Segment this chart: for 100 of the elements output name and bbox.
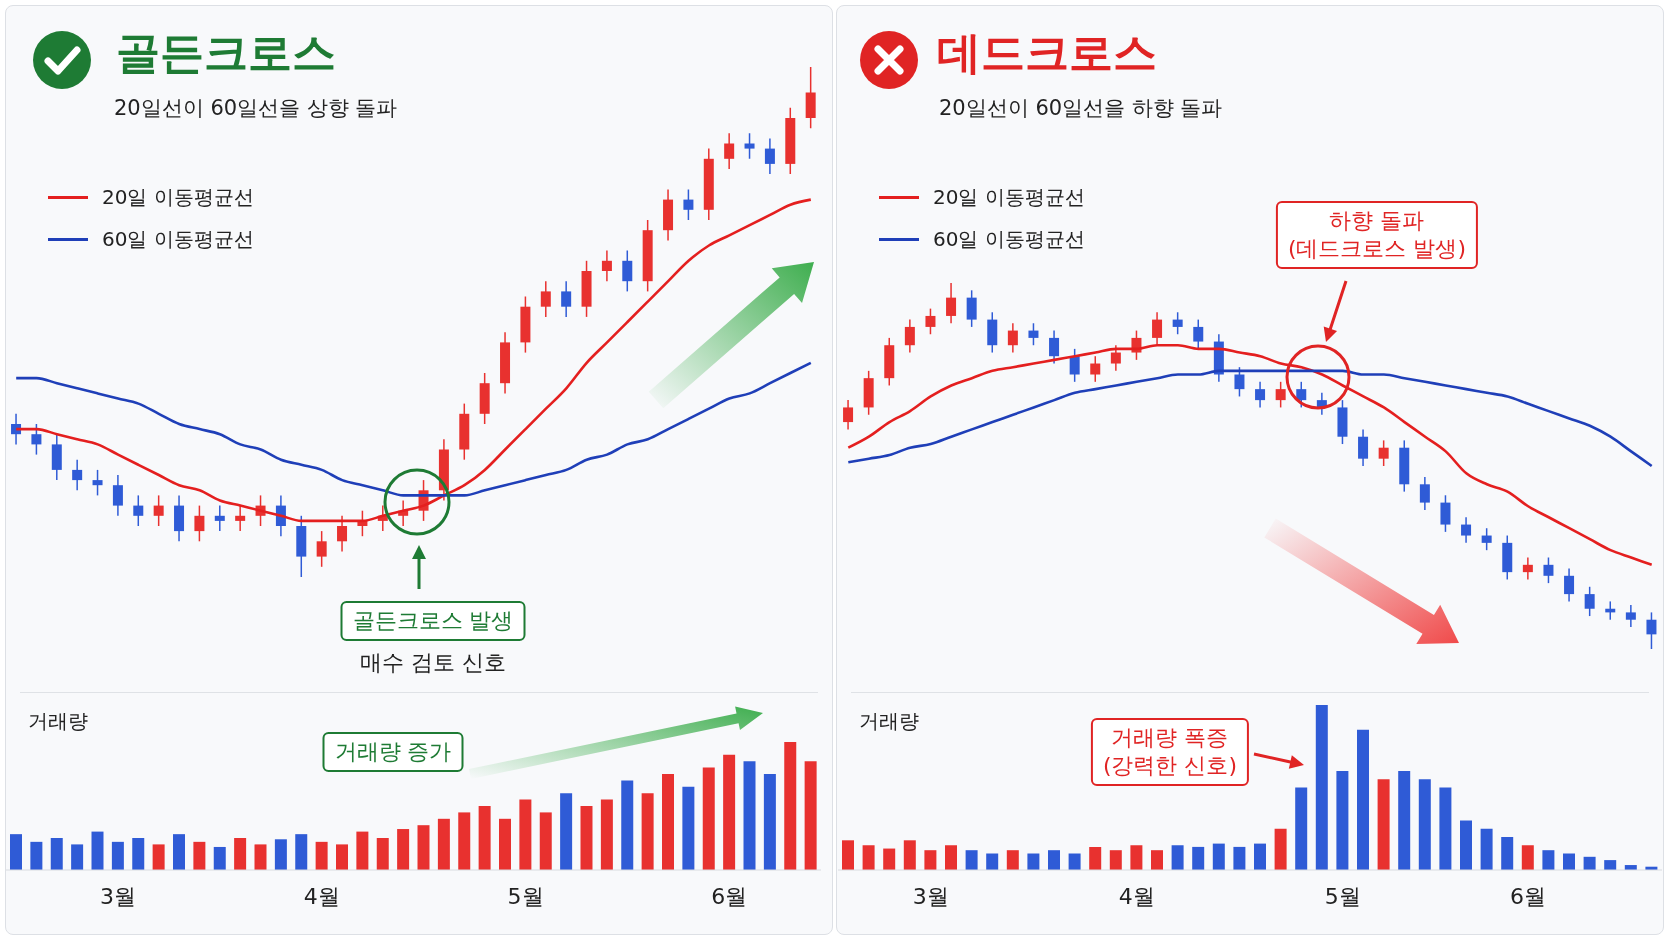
text: 하향 돌파 (데드크로스 발생): [1287, 207, 1467, 263]
bar: [1398, 771, 1411, 870]
legend-label: 60일 이동평균선: [932, 225, 1085, 253]
candlestick: [1028, 322, 1039, 346]
candlestick: [843, 399, 854, 431]
bar: [965, 850, 978, 870]
candlestick: [1419, 476, 1430, 511]
bar: [842, 840, 854, 870]
bar: [1171, 845, 1184, 870]
bar: [986, 853, 999, 870]
chart-title: 데드크로스: [937, 26, 1157, 80]
bar: [91, 831, 104, 870]
bar: [356, 831, 369, 870]
bar: [621, 780, 634, 870]
bar: [1336, 771, 1349, 870]
candlestick: [1481, 527, 1492, 551]
candlestick: [214, 504, 225, 532]
candlestick: [1358, 428, 1369, 467]
x-tick-label: 3월: [100, 883, 137, 909]
candlestick: [153, 494, 164, 527]
candlestick: [1564, 567, 1575, 603]
legend-label: 20일 이동평균선: [932, 183, 1085, 211]
bar: [1480, 828, 1493, 870]
bar: [723, 754, 736, 870]
bar: [945, 845, 957, 870]
bar: [397, 829, 410, 870]
bar: [1089, 846, 1102, 870]
bar: [1439, 787, 1452, 870]
bar: [682, 786, 695, 870]
bar: [560, 793, 573, 870]
annotation: 거래량 폭증 (강력한 신호): [1102, 724, 1238, 780]
bar: [10, 834, 22, 870]
bar: [641, 793, 654, 870]
y-axis-title: 거래량: [28, 708, 88, 735]
bar: [1233, 846, 1246, 870]
bar: [254, 844, 267, 870]
bar: [111, 841, 124, 870]
bar: [1192, 846, 1205, 870]
bar: [1068, 853, 1081, 870]
candlestick: [622, 249, 633, 293]
bar: [924, 850, 937, 870]
bar: [295, 834, 308, 870]
bar: [213, 846, 226, 870]
x-tick-label: 3월: [912, 883, 949, 909]
candlestick: [724, 132, 735, 170]
bar: [152, 844, 165, 870]
text: 20일선이 60일선을 상향 돌파: [114, 95, 398, 122]
bar: [1027, 853, 1040, 870]
candlestick: [540, 280, 551, 318]
candlestick: [1275, 381, 1286, 409]
x-tick-label: 4월: [303, 883, 340, 909]
bar: [1501, 837, 1514, 870]
candlestick: [112, 474, 123, 517]
legend-label: 60일 이동평균선: [101, 225, 254, 253]
legend-label: 20일 이동평균선: [101, 183, 254, 211]
bar: [193, 841, 206, 870]
bar: [580, 806, 593, 870]
candlestick: [1646, 611, 1657, 649]
bar: [600, 799, 613, 870]
candlestick: [1152, 311, 1163, 346]
x-tick-label: 5월: [507, 883, 544, 909]
candlestick: [1193, 318, 1204, 350]
bar: [784, 742, 797, 870]
text: 골든크로스 발생: [352, 607, 514, 635]
bar: [804, 761, 817, 870]
bar: [1109, 850, 1122, 870]
bar: [903, 840, 916, 870]
bar: [1048, 850, 1060, 870]
candlestick: [1172, 311, 1183, 335]
candlestick: [1007, 322, 1018, 354]
bar: [1418, 779, 1431, 870]
chart-subtitle: 20일선이 60일선을 하향 돌파: [939, 95, 1223, 122]
bar: [173, 834, 185, 870]
bar: [50, 838, 63, 870]
bar: [883, 848, 896, 870]
candlestick: [133, 494, 144, 527]
candlestick: [1522, 556, 1533, 581]
candlestick: [601, 249, 612, 282]
bar: [1274, 828, 1287, 870]
candlestick: [1440, 494, 1451, 533]
bar: [1460, 820, 1472, 870]
bar: [1006, 850, 1019, 870]
candlestick: [683, 188, 694, 221]
bar: [1583, 856, 1596, 870]
candlestick: [1255, 381, 1266, 409]
bar: [539, 812, 552, 870]
candlestick: [194, 504, 205, 543]
bar: [1542, 850, 1555, 870]
bar: [1295, 787, 1308, 870]
candlestick: [72, 458, 83, 492]
candlestick: [966, 289, 977, 328]
bar: [662, 774, 674, 870]
chart-title: 골든크로스: [116, 26, 336, 80]
bar: [1130, 845, 1143, 870]
candlestick: [946, 283, 957, 325]
bar: [1212, 843, 1225, 870]
bar: [743, 761, 756, 870]
bar: [336, 844, 348, 870]
y-axis-title: 거래량: [859, 708, 919, 735]
bar: [30, 841, 43, 870]
